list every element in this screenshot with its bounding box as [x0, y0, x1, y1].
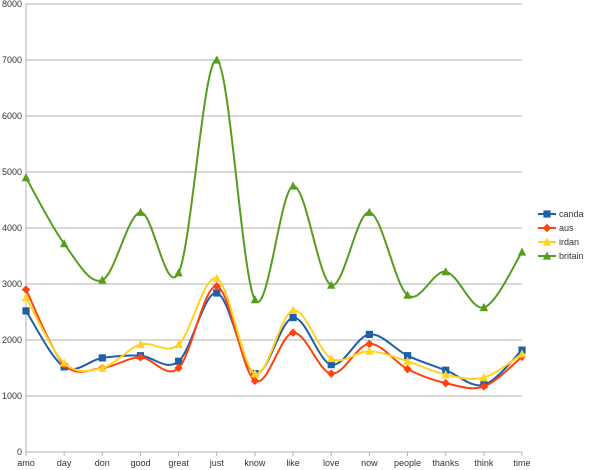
data-point-britain-thanks [441, 267, 450, 276]
data-point-irdan-great [174, 339, 183, 349]
data-point-irdan-time [517, 349, 527, 358]
legend-item-aus: aus [538, 223, 574, 233]
data-point-aus-think [479, 382, 489, 391]
legend-item-britain: britain [538, 251, 584, 261]
data-point-britain-now [365, 207, 374, 216]
x-tick-label: just [209, 458, 225, 468]
data-point-aus-thanks [441, 378, 450, 388]
data-point-irdan-people [403, 356, 412, 365]
legend-label: canda [559, 209, 584, 219]
series-britain [21, 55, 527, 312]
y-tick-label: 5000 [2, 167, 22, 177]
legend-item-irdan: irdan [538, 237, 579, 247]
legend-marker [542, 223, 552, 233]
data-point-britain-time [517, 247, 527, 256]
data-point-canda-just [213, 289, 221, 297]
data-point-britain-great [174, 268, 183, 277]
x-tick-label: like [286, 458, 300, 468]
data-point-britain-love [327, 280, 336, 289]
data-point-irdan-day [59, 358, 69, 367]
y-tick-label: 7000 [2, 55, 22, 65]
data-point-canda-like [289, 314, 297, 322]
legend: canda aus irdan britain [538, 209, 584, 261]
data-point-aus-people [403, 364, 412, 374]
x-tick-label: now [361, 458, 378, 468]
series-aus [21, 282, 527, 391]
data-point-aus-now [365, 339, 374, 349]
x-tick-label: don [95, 458, 110, 468]
data-point-irdan-like [288, 305, 298, 314]
x-tick-label: good [130, 458, 150, 468]
data-point-irdan-good [136, 339, 145, 349]
y-tick-label: 2000 [2, 335, 22, 345]
data-point-britain-think [479, 302, 489, 312]
data-point-aus-know [250, 376, 260, 386]
data-point-britain-good [136, 207, 145, 216]
x-tick-label: day [57, 458, 72, 468]
data-point-irdan-thanks [441, 370, 450, 379]
x-tick-label: time [513, 458, 530, 468]
x-tick-label: people [394, 458, 421, 468]
data-point-irdan-love [327, 353, 336, 363]
series-irdan [21, 273, 527, 382]
x-tick-label: great [168, 458, 189, 468]
data-point-aus-amo [21, 285, 31, 294]
y-tick-label: 4000 [2, 223, 22, 233]
data-point-irdan-now [365, 346, 374, 355]
data-point-britain-know [250, 295, 260, 304]
legend-label: britain [559, 251, 584, 261]
data-point-irdan-amo [21, 292, 31, 302]
y-tick-label: 6000 [2, 111, 22, 121]
data-point-aus-good [136, 353, 145, 362]
series-line-irdan [25, 277, 523, 380]
x-tick-label: amo [17, 458, 35, 468]
data-point-aus-just [212, 282, 221, 291]
data-point-britain-amo [21, 173, 31, 182]
series-line-britain [25, 58, 523, 309]
legend-marker [542, 237, 552, 246]
data-point-irdan-don [98, 363, 107, 372]
series-group [21, 55, 527, 391]
data-point-britain-day [59, 239, 69, 248]
x-tick-label: love [323, 458, 340, 468]
data-point-canda-amo [22, 307, 30, 315]
y-tick-label: 0 [17, 447, 22, 457]
gridlines [26, 3, 522, 453]
data-point-irdan-think [479, 372, 489, 382]
data-point-britain-just [212, 55, 221, 64]
data-point-britain-don [98, 275, 107, 284]
series-canda [22, 289, 526, 389]
legend-marker [543, 210, 551, 218]
y-tick-label: 3000 [2, 279, 22, 289]
y-tick-label: 8000 [2, 0, 22, 9]
data-point-canda-great [175, 357, 183, 365]
x-tick-label: think [474, 458, 494, 468]
legend-marker [542, 251, 552, 260]
data-point-aus-like [288, 328, 298, 337]
axes [25, 4, 523, 456]
legend-item-canda: canda [538, 209, 584, 219]
data-point-aus-love [327, 369, 336, 378]
x-tick-label: thanks [432, 458, 459, 468]
y-tick-label: 1000 [2, 391, 22, 401]
data-point-canda-people [403, 352, 412, 360]
legend-label: irdan [559, 237, 579, 247]
data-point-aus-great [174, 363, 183, 373]
data-point-irdan-know [250, 369, 260, 378]
data-point-irdan-just [212, 273, 221, 282]
tick-labels: 0 1000 2000 3000 4000 5000 6000 7000 8000 amo day d… [2, 0, 531, 468]
data-point-canda-don [98, 354, 106, 362]
legend-label: aus [559, 223, 574, 233]
data-point-britain-people [403, 290, 412, 299]
x-tick-label: know [244, 458, 266, 468]
data-point-britain-like [288, 181, 298, 190]
data-point-canda-now [365, 330, 373, 338]
data-point-canda-love [327, 361, 335, 369]
